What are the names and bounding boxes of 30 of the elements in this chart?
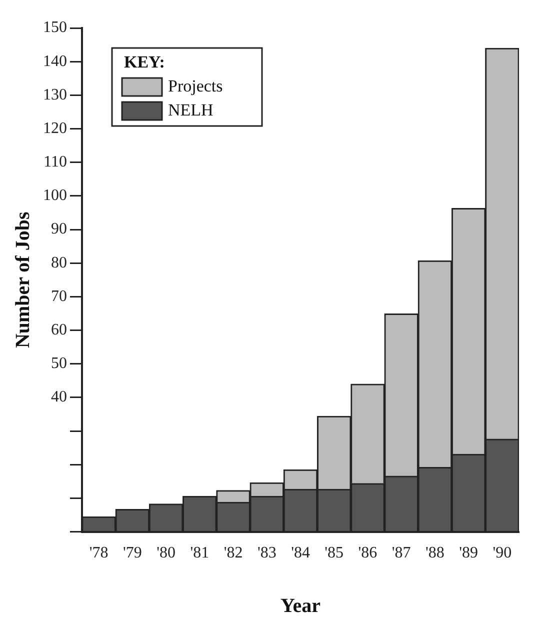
y-tick-label: 130 <box>43 86 67 104</box>
x-tick-label: '89 <box>459 544 478 562</box>
x-tick-label: '85 <box>324 544 344 562</box>
x-tick-label: '90 <box>492 544 512 562</box>
x-tick-label: '83 <box>257 544 276 562</box>
y-tick-label: 60 <box>51 321 67 338</box>
y-tick-label: 70 <box>51 288 67 305</box>
x-tick-label: '86 <box>358 544 378 562</box>
y-tick-label: 150 <box>43 19 67 36</box>
x-tick-label: '81 <box>190 544 210 562</box>
legend-label: NELH <box>168 100 214 120</box>
x-tick-label: '80 <box>156 544 176 562</box>
x-tick-label: '87 <box>392 544 411 562</box>
y-tick-label: 110 <box>44 154 67 171</box>
y-tick-label: 120 <box>43 120 67 137</box>
x-tick-label: '78 <box>89 544 108 562</box>
x-axis-title: Year <box>280 595 321 618</box>
y-tick-label: 140 <box>43 52 67 70</box>
y-tick-label: 80 <box>51 254 67 272</box>
y-tick-label: 90 <box>51 220 67 238</box>
x-tick-label: '88 <box>426 544 444 562</box>
y-tick-label: 40 <box>51 388 67 406</box>
legend-title: KEY: <box>124 52 165 72</box>
x-tick-label: '79 <box>122 544 142 562</box>
x-tick-label: '84 <box>291 544 310 562</box>
y-tick-label: 50 <box>51 355 67 372</box>
legend-label: Projects <box>168 76 223 96</box>
y-tick-label: 100 <box>43 187 67 204</box>
y-axis-title: Number of Jobs <box>12 212 34 348</box>
x-tick-label: '82 <box>224 544 243 562</box>
